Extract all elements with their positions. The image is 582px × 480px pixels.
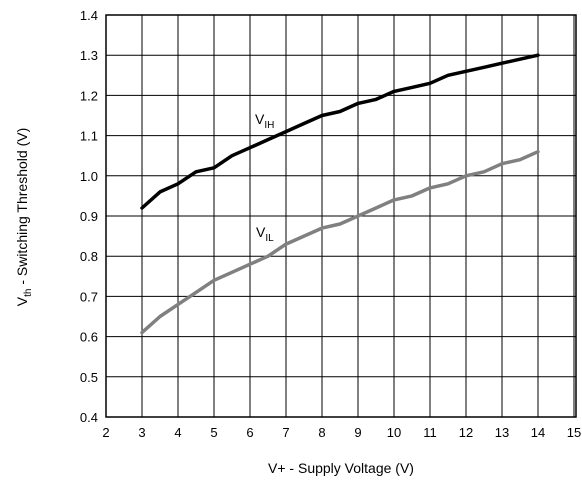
y-tick-label: 0.5 <box>80 370 98 385</box>
x-tick-label: 13 <box>495 425 509 440</box>
y-tick-label: 0.9 <box>80 209 98 224</box>
grid <box>106 15 576 417</box>
y-tick-label: 0.7 <box>80 289 98 304</box>
y-tick-label: 1.0 <box>80 169 98 184</box>
x-tick-label: 12 <box>459 425 473 440</box>
y-tick-labels: 0.4 0.5 0.6 0.7 0.8 0.9 1.0 1.1 1.2 1.3 1.4 <box>80 8 98 425</box>
x-tick-labels: 2 3 4 5 6 7 8 9 10 11 12 13 14 15 <box>102 425 581 440</box>
series-line-ih <box>140 53 540 210</box>
x-tick-label: 2 <box>102 425 109 440</box>
y-tick-label: 0.8 <box>80 249 98 264</box>
y-axis-title: Vth - Switching Threshold (V) <box>14 128 34 307</box>
x-tick-label: 9 <box>354 425 361 440</box>
x-tick-label: 7 <box>282 425 289 440</box>
series-line-il <box>140 149 540 335</box>
x-tick-label: 4 <box>174 425 181 440</box>
x-tick-label: 14 <box>531 425 545 440</box>
x-tick-label: 6 <box>246 425 253 440</box>
y-tick-label: 1.2 <box>80 88 98 103</box>
plot-frame <box>105 14 577 418</box>
x-tick-label: 10 <box>387 425 401 440</box>
x-axis-title: V+ - Supply Voltage (V) <box>268 460 414 476</box>
x-tick-label: 5 <box>210 425 217 440</box>
y-tick-label: 1.4 <box>80 8 98 23</box>
x-tick-label: 8 <box>318 425 325 440</box>
series-label-vih: VIH <box>255 111 274 131</box>
y-tick-label: 1.1 <box>80 129 98 144</box>
x-tick-label: 15 <box>567 425 581 440</box>
series-label-vil: VIL <box>256 224 274 244</box>
y-tick-label: 1.3 <box>80 48 98 63</box>
x-tick-label: 3 <box>138 425 145 440</box>
x-tick-label: 11 <box>423 425 437 440</box>
series-lines <box>140 53 540 335</box>
y-tick-label: 0.6 <box>80 330 98 345</box>
y-tick-label: 0.4 <box>80 410 98 425</box>
